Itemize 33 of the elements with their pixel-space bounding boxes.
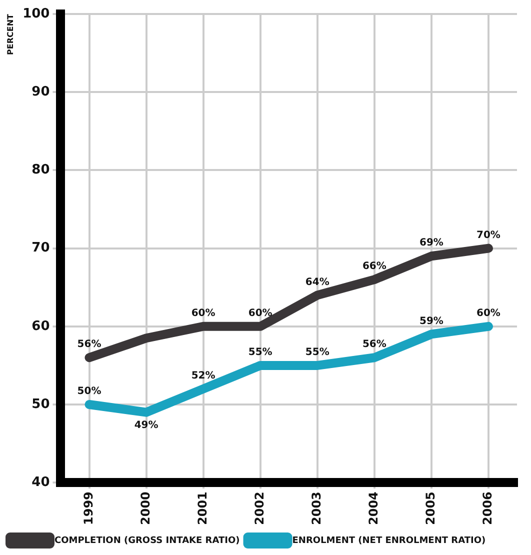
data-label: 64% [305, 276, 330, 288]
y-axis-title: PERCENT [6, 13, 15, 55]
y-tick-label: 60 [32, 318, 50, 334]
x-tick-label: 2000 [138, 492, 152, 526]
data-label: 70% [476, 230, 500, 241]
x-tick-label: 2002 [252, 492, 266, 526]
data-label: 59% [419, 316, 444, 327]
data-label: 55% [305, 347, 330, 358]
data-label: 66% [362, 261, 386, 272]
y-tick-label: 40 [32, 474, 50, 490]
data-label: 60% [476, 308, 500, 319]
data-label: 49% [134, 420, 158, 431]
data-label: 56% [77, 339, 102, 350]
data-label: 55% [248, 347, 272, 358]
data-label: 69% [419, 238, 444, 249]
y-tick-label: 50 [32, 396, 50, 412]
data-label: 60% [191, 308, 216, 319]
data-label: 56% [362, 339, 386, 350]
x-tick-label: 2004 [366, 492, 381, 526]
data-label: 60% [248, 308, 272, 319]
legend-label: ENROLMENT (NET ENROLMENT RATIO) [292, 536, 486, 546]
data-label: 52% [191, 370, 216, 382]
x-tick-label: 1999 [81, 492, 96, 526]
x-tick-label: 2001 [195, 492, 210, 526]
data-label: 50% [77, 386, 102, 398]
x-tick-label: 2005 [424, 492, 438, 526]
y-tick-label: 90 [32, 84, 50, 100]
x-tick-label: 2006 [480, 492, 495, 526]
y-tick-label: 80 [32, 162, 50, 178]
y-tick-label: 70 [32, 240, 50, 256]
x-tick-label: 2003 [310, 492, 324, 526]
y-tick-label: 100 [22, 6, 50, 22]
legend-label: COMPLETION (GROSS INTAKE RATIO) [54, 536, 240, 546]
